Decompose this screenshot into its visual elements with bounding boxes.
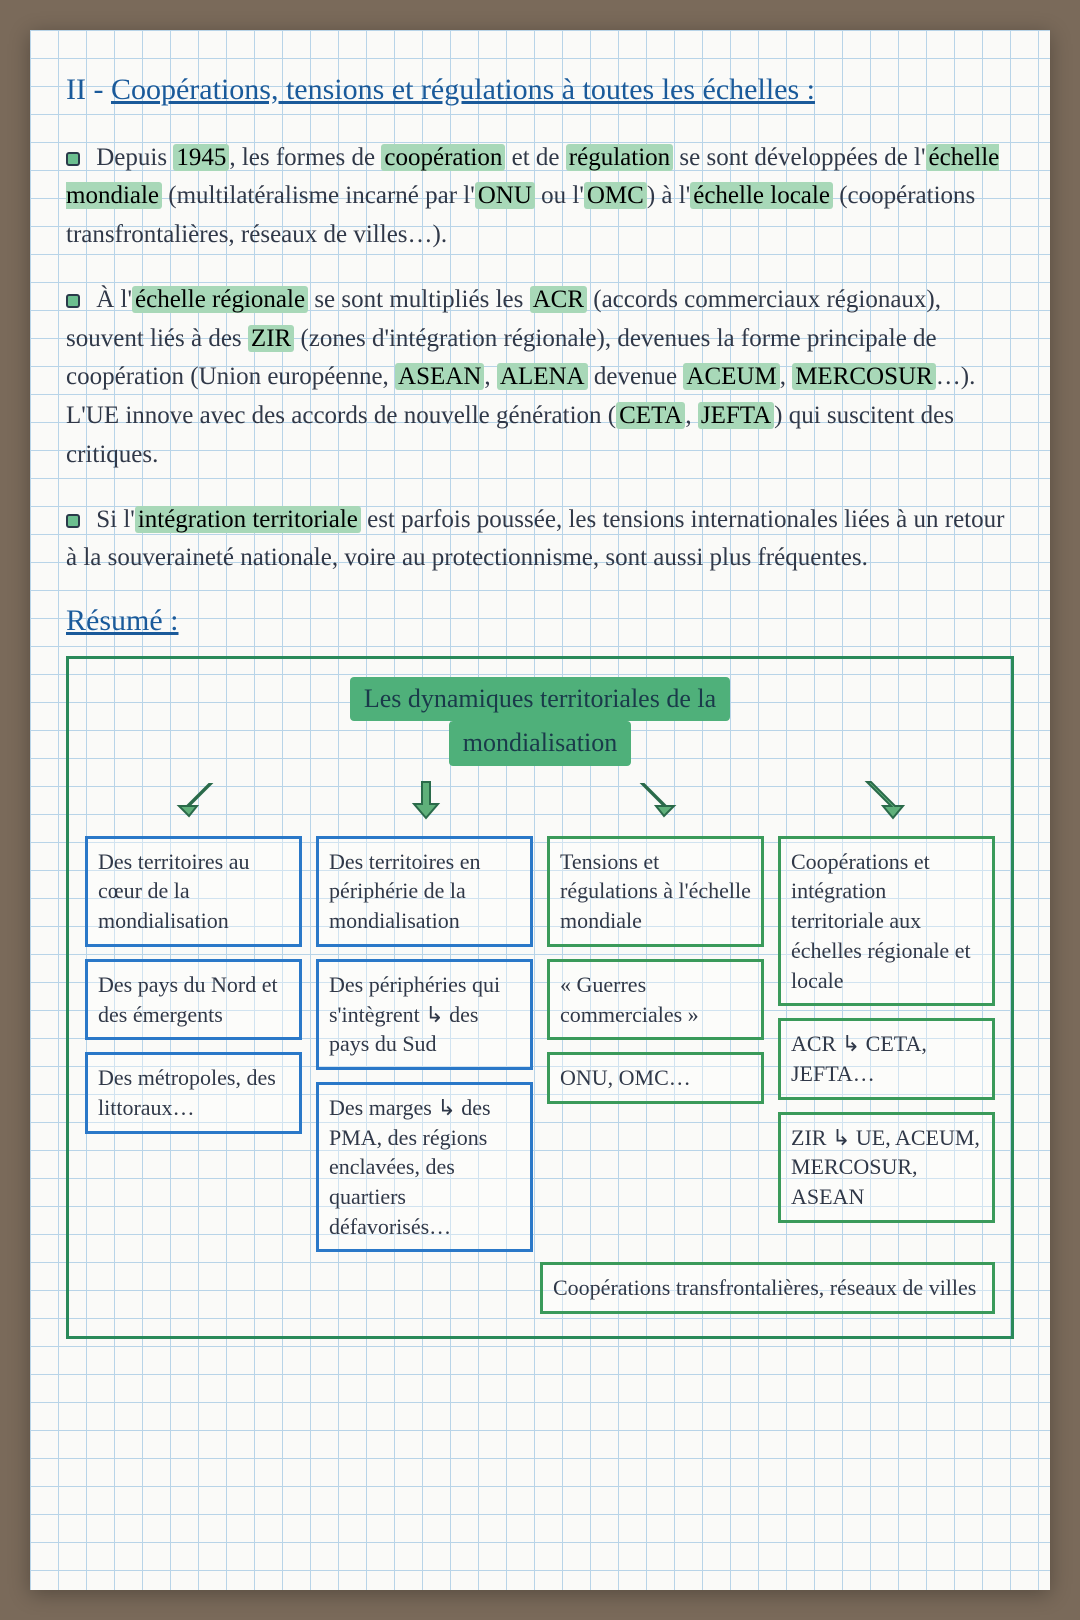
diagram-box: Des pays du Nord et des émergents <box>85 959 302 1040</box>
paragraph-3: Si l'intégration territoriale est parfoi… <box>66 501 1014 579</box>
arrow-down-right-icon <box>857 776 905 824</box>
diagram-title-line2: mondialisation <box>449 721 632 765</box>
diagram-box: Tensions et régulations à l'échelle mond… <box>547 836 764 947</box>
diagram-box: Des marges ↳ des PMA, des régions enclav… <box>316 1082 533 1252</box>
paragraph-2-text: À l'échelle régionale se sont multipliés… <box>66 286 975 468</box>
diagram-bottom-row: Coopérations transfrontalières, réseaux … <box>85 1262 995 1314</box>
paragraph-1-text: Depuis 1945, les formes de coopération e… <box>66 144 999 249</box>
bullet-icon <box>66 514 80 528</box>
diagram-col-1: Des territoires au cœur de la mondialisa… <box>85 836 302 1253</box>
diagram-box: Des métropoles, des littoraux… <box>85 1052 302 1133</box>
arrow-down-icon <box>402 776 450 824</box>
diagram-box: ONU, OMC… <box>547 1052 764 1104</box>
diagram-box: ACR ↳ CETA, JEFTA… <box>778 1018 995 1099</box>
diagram-box: « Guerres commerciales » <box>547 959 764 1040</box>
diagram-columns: Des territoires au cœur de la mondialisa… <box>85 836 995 1253</box>
diagram-box: Coopérations et intégration territoriale… <box>778 836 995 1006</box>
arrow-down-right-icon <box>630 776 678 824</box>
diagram-col-4: Coopérations et intégration territoriale… <box>778 836 995 1253</box>
paragraph-2: À l'échelle régionale se sont multipliés… <box>66 281 1014 475</box>
section-title: II - Coopérations, tensions et régulatio… <box>66 70 1014 111</box>
resume-heading: Résumé : <box>66 604 1014 638</box>
diagram-arrows-row <box>85 776 995 824</box>
diagram-box: Des territoires en périphérie de la mond… <box>316 836 533 947</box>
diagram-wide-box: Coopérations transfrontalières, réseaux … <box>540 1262 995 1314</box>
diagram-col-3: Tensions et régulations à l'échelle mond… <box>547 836 764 1253</box>
paragraph-1: Depuis 1945, les formes de coopération e… <box>66 139 1014 255</box>
diagram-title: Les dynamiques territoriales de la mondi… <box>85 677 995 766</box>
bullet-icon <box>66 294 80 308</box>
diagram-box: Des périphéries qui s'intègrent ↳ des pa… <box>316 959 533 1070</box>
bullet-icon <box>66 152 80 166</box>
diagram-col-2: Des territoires en périphérie de la mond… <box>316 836 533 1253</box>
summary-diagram: Les dynamiques territoriales de la mondi… <box>66 656 1014 1339</box>
diagram-box: Des territoires au cœur de la mondialisa… <box>85 836 302 947</box>
diagram-box: ZIR ↳ UE, ACEUM, MERCOSUR, ASEAN <box>778 1112 995 1223</box>
paragraph-3-text: Si l'intégration territoriale est parfoi… <box>66 506 1004 572</box>
notebook-sheet: II - Coopérations, tensions et régulatio… <box>30 30 1050 1590</box>
arrow-down-left-icon <box>175 776 223 824</box>
title-text: Coopérations, tensions et régulations à … <box>111 73 815 106</box>
diagram-title-line1: Les dynamiques territoriales de la <box>350 677 730 721</box>
title-prefix: II - <box>66 73 111 106</box>
